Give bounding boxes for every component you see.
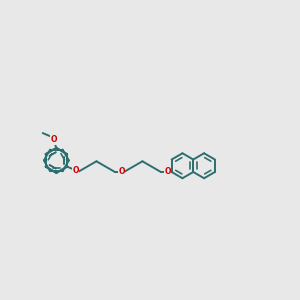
Text: O: O — [51, 135, 57, 144]
Text: O: O — [118, 167, 125, 176]
Text: O: O — [72, 166, 79, 175]
Text: O: O — [164, 167, 171, 176]
